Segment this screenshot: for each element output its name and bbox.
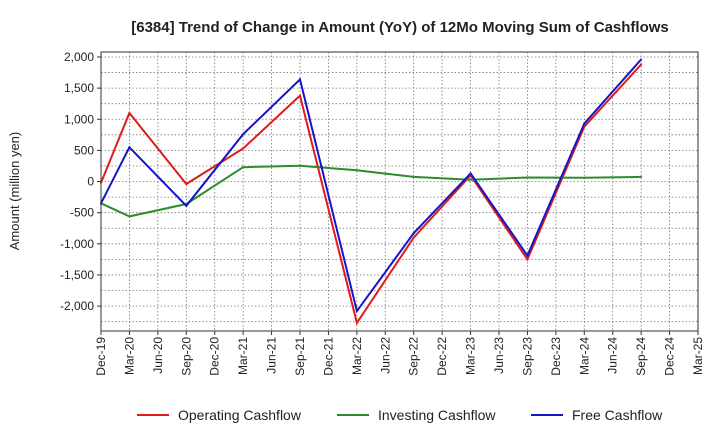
x-tick-label: Jun-21 <box>265 337 279 374</box>
free-cashflow-point <box>640 58 643 61</box>
investing-cashflow-point <box>583 176 586 179</box>
legend-label-free-cashflow: Free Cashflow <box>572 407 663 423</box>
series-lines <box>100 58 643 326</box>
free-cashflow-point <box>299 78 301 81</box>
investing-cashflow-point <box>640 175 643 178</box>
operating-cashflow-point <box>299 94 301 97</box>
investing-cashflow-point <box>412 175 415 178</box>
x-tick-label: Dec-21 <box>321 337 335 376</box>
investing-cashflow-point <box>526 176 529 179</box>
x-tick-label: Sep-20 <box>179 337 193 376</box>
y-axis-label: Amount (million yen) <box>7 132 22 251</box>
x-tick-label: Sep-23 <box>520 337 534 376</box>
x-tick-label: Mar-22 <box>350 337 364 375</box>
operating-cashflow-point <box>128 112 131 115</box>
y-tick-label: 0 <box>87 175 94 189</box>
investing-cashflow-line <box>100 164 642 218</box>
operating-cashflow-line <box>100 63 642 326</box>
y-tick-label: -1,500 <box>60 268 94 282</box>
x-tick-label: Mar-20 <box>122 337 136 375</box>
y-tick-label: -500 <box>70 206 94 220</box>
free-cashflow-point <box>526 254 529 257</box>
x-tick-label: Sep-24 <box>634 337 648 376</box>
x-tick-label: Dec-23 <box>549 337 563 376</box>
x-tick-label: Mar-21 <box>236 337 250 375</box>
x-tick-label: Sep-21 <box>293 337 307 376</box>
operating-cashflow-point <box>355 321 358 324</box>
y-axis: 2,000 1,500 1,000 500 0 -500 -1,000 -1,500 -2,00… <box>60 50 101 313</box>
operating-cashflow-point <box>526 258 529 261</box>
investing-cashflow-point <box>469 178 472 181</box>
y-tick-label: -2,000 <box>60 299 94 313</box>
y-tick-label: 1,500 <box>64 81 94 95</box>
x-tick-label: Dec-22 <box>435 337 449 376</box>
x-tick-label: Jun-23 <box>492 337 506 374</box>
x-tick-label: Jun-22 <box>378 337 392 374</box>
chart-title: [6384] Trend of Change in Amount (YoY) o… <box>131 19 669 36</box>
free-cashflow-point <box>128 146 131 149</box>
legend-label-operating-cashflow: Operating Cashflow <box>178 407 302 423</box>
free-cashflow-point <box>583 122 586 125</box>
legend-label-investing-cashflow: Investing Cashflow <box>378 407 496 423</box>
x-tick-label: Dec-24 <box>663 337 677 376</box>
plot-frame <box>100 51 699 332</box>
legend: Operating Cashflow Investing Cashflow Free… <box>137 407 663 423</box>
operating-cashflow-point <box>185 183 188 186</box>
x-tick-label: Jun-24 <box>606 337 620 374</box>
operating-cashflow-point <box>242 147 245 150</box>
x-tick-label: Mar-25 <box>691 337 705 375</box>
y-tick-label: -1,000 <box>60 237 94 251</box>
grid <box>101 52 698 331</box>
free-cashflow-point <box>469 172 472 175</box>
x-axis: Dec-19 Mar-20 Jun-20 Sep-20 Dec-20 Mar-21 Jun-… <box>94 331 705 376</box>
investing-cashflow-point <box>128 215 131 218</box>
investing-cashflow-point <box>299 164 301 167</box>
y-tick-label: 500 <box>74 143 94 157</box>
x-tick-label: Sep-22 <box>407 337 421 376</box>
free-cashflow-point <box>412 232 415 235</box>
x-tick-label: Mar-24 <box>577 337 591 375</box>
free-cashflow-point <box>242 133 245 136</box>
x-tick-label: Jun-20 <box>151 337 165 374</box>
operating-cashflow-point <box>640 63 643 66</box>
x-tick-label: Dec-19 <box>94 337 108 376</box>
x-tick-label: Dec-20 <box>208 337 222 376</box>
y-tick-label: 1,000 <box>64 112 94 126</box>
investing-cashflow-point <box>242 166 245 169</box>
investing-cashflow-point <box>355 169 358 172</box>
free-cashflow-point <box>355 310 358 313</box>
free-cashflow-point <box>185 204 188 207</box>
y-tick-label: 2,000 <box>64 50 94 64</box>
operating-cashflow-point <box>412 236 415 239</box>
x-tick-label: Mar-23 <box>464 337 478 375</box>
